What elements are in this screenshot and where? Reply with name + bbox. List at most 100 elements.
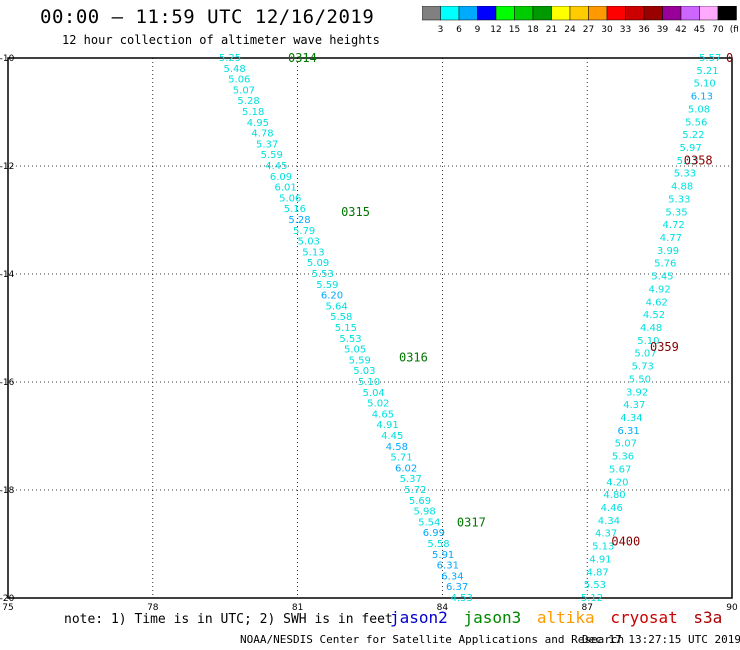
swh-value: 3.92 <box>626 387 648 398</box>
swh-value: 5.13 <box>302 247 324 258</box>
legend-altika: altika <box>536 608 595 627</box>
swh-value: 5.10 <box>637 336 659 347</box>
colorbar-label: 33 <box>620 25 631 35</box>
swh-value: 5.10 <box>694 79 716 90</box>
swh-value: 5.07 <box>615 439 637 450</box>
swh-value: 5.50 <box>629 374 651 385</box>
pass-label: 0316 <box>399 351 428 365</box>
y-tick-label: -16 <box>0 378 15 388</box>
track-cryosat: 5.57 5.21 5.10 6.135.08 5.56 5.22 5.97 5.13 5.33… <box>581 51 733 604</box>
swh-value: 5.37 <box>256 139 278 150</box>
pass-label: 0400 <box>611 534 640 548</box>
x-tick-label: 87 <box>581 603 592 610</box>
pass-label: 0314 <box>288 51 317 65</box>
swh-value: 5.71 <box>390 453 412 464</box>
legend-jason3: jason3 <box>463 608 522 627</box>
pass-label: 0315 <box>341 205 370 219</box>
swh-value: 5.72 <box>404 485 426 496</box>
swh-value: 4.62 <box>646 297 668 308</box>
swh-value: 6.99 <box>423 528 445 539</box>
swh-value: 4.34 <box>620 413 642 424</box>
swh-value: 6.02 <box>395 463 417 474</box>
swh-value: 4.37 <box>595 529 617 540</box>
swh-value: 6.09 <box>270 172 292 183</box>
swh-value: 6.34 <box>441 571 463 582</box>
colorbar-label: 15 <box>509 25 520 35</box>
swh-value: 5.12 <box>581 593 603 604</box>
swh-value: 4.52 <box>643 310 665 321</box>
credit-text: NOAA/NESDIS Center for Satellite Applica… <box>240 633 625 646</box>
colorbar-label: 42 <box>675 25 686 35</box>
satellite-legend: jason2 jason3 altika cryosat s3a <box>390 608 728 627</box>
swh-value: 6.20 <box>321 291 343 302</box>
swh-value: 4.34 <box>598 516 620 527</box>
colorbar-label: 12 <box>490 25 501 35</box>
swh-value: 4.88 <box>671 182 693 193</box>
y-tick-label: -14 <box>0 270 15 280</box>
swh-value: 5.56 <box>685 117 707 128</box>
swh-value: 4.53 <box>451 593 473 604</box>
swh-value: 6.01 <box>274 183 296 194</box>
swh-value: 5.22 <box>682 130 704 141</box>
colorbar-label: (ft) <box>730 25 738 35</box>
footer-note: note: 1) Time is in UTC; 2) SWH is in fe… <box>64 612 393 627</box>
swh-value: 5.91 <box>432 550 454 561</box>
swh-value: 5.07 <box>634 349 656 360</box>
swh-value: 5.59 <box>316 280 338 291</box>
swh-value: 4.37 <box>623 400 645 411</box>
swh-value: 5.53 <box>584 580 606 591</box>
swh-value: 5.79 <box>293 226 315 237</box>
swh-value: 4.45 <box>381 431 403 442</box>
swh-value: 5.21 <box>696 66 718 77</box>
y-tick-label: -12 <box>0 162 14 172</box>
swh-value: 5.25 <box>219 53 241 64</box>
colorbar-label: 24 <box>564 25 576 35</box>
swh-value: 5.53 <box>339 334 361 345</box>
swh-value: 5.64 <box>325 301 347 312</box>
swh-value: 5.13 <box>677 156 699 167</box>
legend-jason2: jason2 <box>390 608 448 627</box>
swh-value: 4.87 <box>587 567 609 578</box>
swh-value: 5.08 <box>688 104 710 115</box>
swh-value: 5.06 <box>279 193 301 204</box>
colorbar-label: 9 <box>475 25 481 35</box>
swh-value: 5.16 <box>284 204 306 215</box>
swh-value: 5.73 <box>632 362 654 373</box>
track-jason3: 5.255.485.065.075.285.184.954.785.375.59… <box>219 51 486 604</box>
pass-label: 0358 <box>684 154 713 168</box>
colorbar-label: 3 <box>438 25 444 35</box>
map-title: 00:00 — 11:59 UTC 12/16/2019 <box>40 6 375 28</box>
swh-value: 5.07 <box>233 85 255 96</box>
swh-value: 5.18 <box>242 107 264 118</box>
swh-value: 4.80 <box>603 490 625 501</box>
swh-value: 4.72 <box>663 220 685 231</box>
swh-value: 5.04 <box>363 388 385 399</box>
swh-value: 5.53 <box>312 269 334 280</box>
swh-value: 5.58 <box>427 539 449 550</box>
legend-cryosat: cryosat <box>610 608 678 627</box>
swh-value: 5.48 <box>224 64 246 75</box>
colorbar-label: 45 <box>694 25 705 35</box>
swh-value: 5.33 <box>674 169 696 180</box>
swh-value: 5.59 <box>261 150 283 161</box>
swh-value: 4.20 <box>606 477 628 488</box>
generation-timestamp: Dec 17 13:27:15 UTC 2019 <box>582 633 740 646</box>
swh-value: 4.77 <box>660 233 682 244</box>
swh-value: 5.05 <box>344 345 366 356</box>
swh-value: 4.45 <box>265 161 287 172</box>
colorbar-swatch <box>717 6 737 21</box>
swh-value: 4.65 <box>372 409 394 420</box>
altimeter-map: 75 78 81 84 87 90-10-12-14-16-18-205.255.485.… <box>0 51 738 610</box>
swh-value: 5.09 <box>307 258 329 269</box>
swh-value: 5.03 <box>298 237 320 248</box>
x-tick-label: 78 <box>147 603 159 610</box>
pass-label: 0359 <box>650 340 679 354</box>
swh-value: 6.37 <box>446 582 468 593</box>
colorbar-label: 70 <box>712 25 724 35</box>
swh-value: 5.15 <box>335 323 357 334</box>
colorbar-label: 18 <box>527 25 539 35</box>
swh-value: 5.03 <box>353 366 375 377</box>
swh-value: 5.28 <box>237 96 259 107</box>
swh-value: 5.37 <box>400 474 422 485</box>
swh-value: 4.92 <box>648 284 670 295</box>
